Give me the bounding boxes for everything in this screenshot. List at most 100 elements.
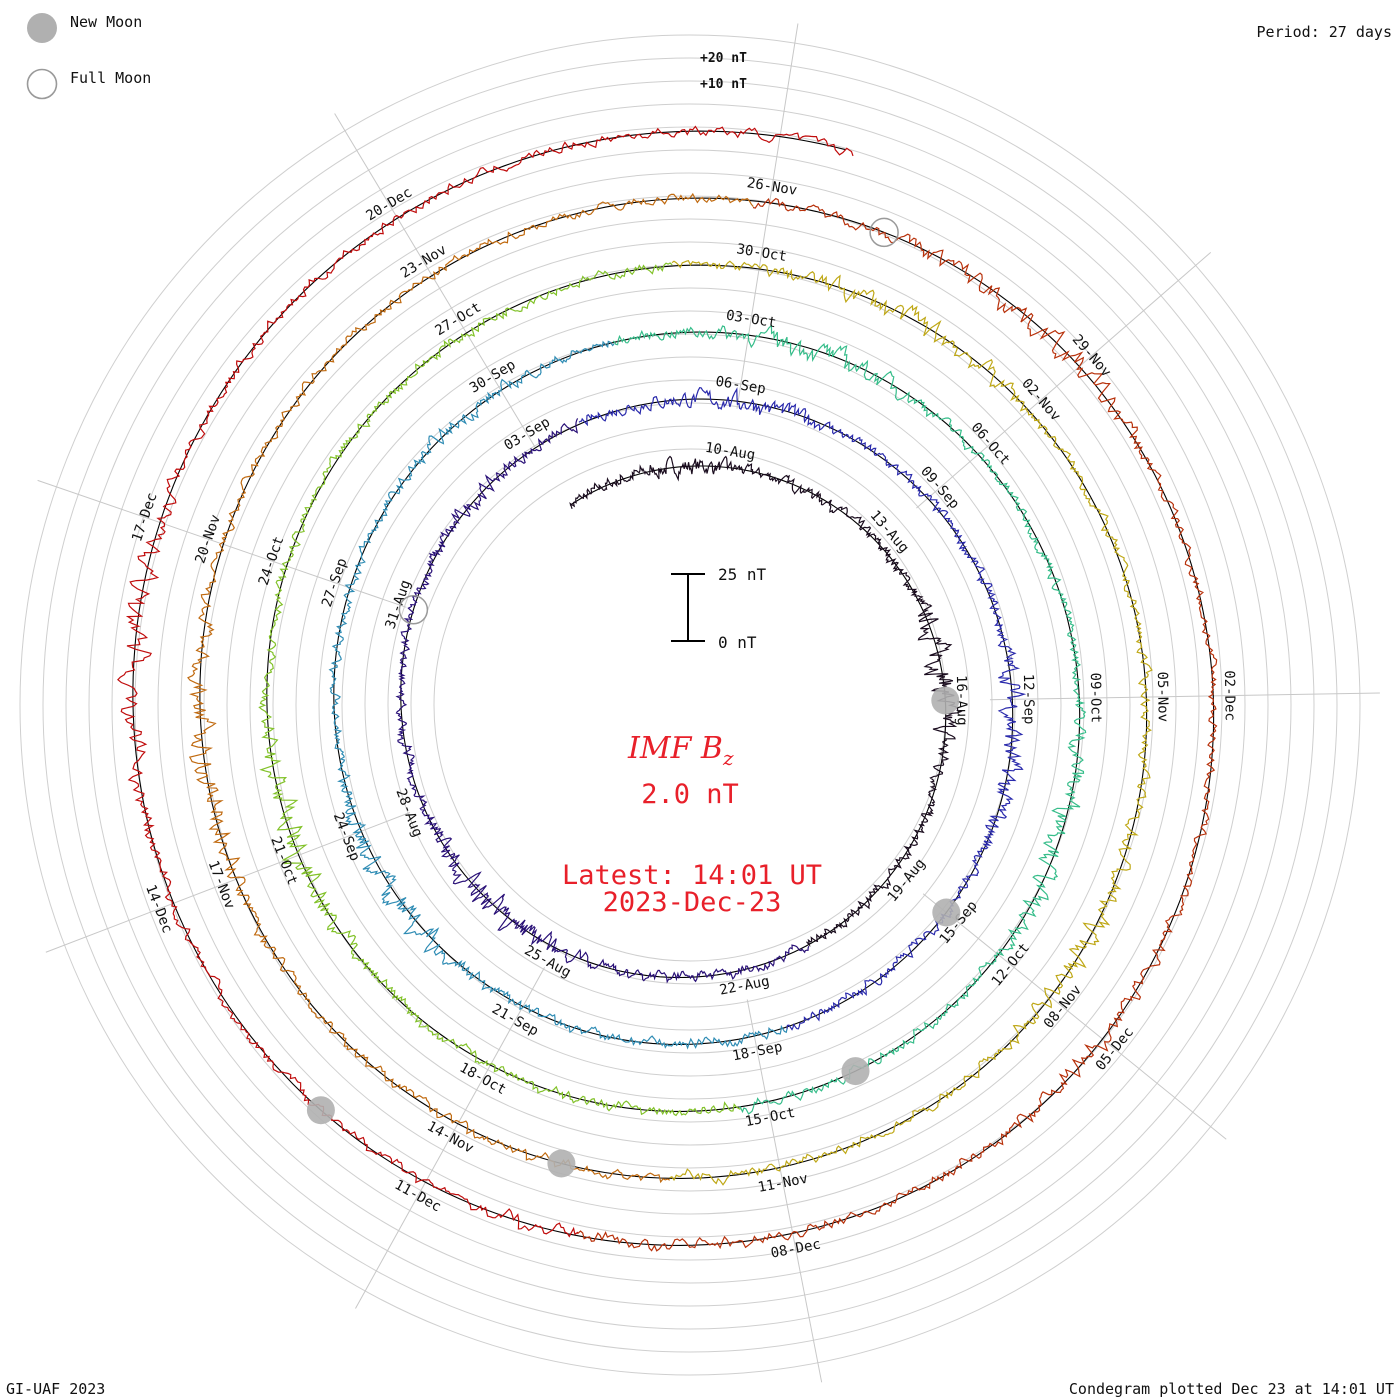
grid-circle xyxy=(88,103,1292,1307)
grid-circle xyxy=(111,126,1269,1284)
grid-circle xyxy=(203,218,1177,1192)
credit-label: GI-UAF 2023 xyxy=(6,1380,105,1398)
date-label: 13-Aug xyxy=(867,508,912,557)
scale-top-label: 25 nT xyxy=(718,565,767,584)
current-value: 2.0 nT xyxy=(641,779,739,810)
full-moon-marker xyxy=(869,217,899,248)
period-spoke xyxy=(746,999,823,1383)
new-moon-marker xyxy=(547,1149,576,1178)
date-label: 02-Dec xyxy=(1221,670,1238,721)
new-moon-marker xyxy=(931,686,960,715)
full-moon-marker xyxy=(398,595,429,625)
period-spoke xyxy=(736,23,799,409)
new-moon-marker xyxy=(932,898,961,927)
date-label: 05-Dec xyxy=(1093,1024,1137,1073)
plotted-label: Condegram plotted Dec 23 at 14:01 UT xyxy=(1069,1380,1394,1398)
new-moon-icon xyxy=(27,13,57,43)
date-label: 03-Oct xyxy=(725,308,777,332)
bz-series-line xyxy=(395,418,810,984)
zero-baseline-spiral xyxy=(132,130,1215,1246)
date-label: 17-Nov xyxy=(205,858,238,911)
period-spokes xyxy=(37,23,1380,1383)
new-moon-marker xyxy=(306,1096,335,1125)
latest-time: Latest: 14:01 UT xyxy=(562,860,822,891)
date-label: 18-Oct xyxy=(457,1060,509,1099)
date-label: 20-Dec xyxy=(363,185,415,225)
grid-circle xyxy=(65,80,1315,1330)
bz-series-line xyxy=(577,197,1218,1252)
bz-series-line xyxy=(187,192,754,1184)
bz-series-line xyxy=(258,262,741,1117)
bz-series-line xyxy=(569,455,963,947)
new-moon-marker xyxy=(841,1057,870,1086)
date-label: 16-Aug xyxy=(953,675,970,726)
date-label: 11-Nov xyxy=(757,1171,810,1196)
grid-circle xyxy=(226,241,1154,1169)
date-label: 14-Nov xyxy=(424,1118,476,1157)
date-label: 21-Oct xyxy=(267,834,300,887)
ref-label-20nt: +20 nT xyxy=(700,51,747,66)
grid-circle xyxy=(341,356,1039,1054)
legend-full-moon: Full Moon xyxy=(70,69,151,87)
period-spoke xyxy=(922,893,1227,1140)
date-label: 12-Oct xyxy=(989,940,1033,989)
bz-data-series xyxy=(117,125,1218,1252)
date-label: 30-Oct xyxy=(735,241,787,265)
bz-series-line xyxy=(578,387,1027,1031)
grid-circle xyxy=(134,149,1246,1261)
period-spoke xyxy=(916,251,1212,509)
grid-circle xyxy=(318,333,1062,1077)
grid-circle xyxy=(157,172,1223,1238)
bz-series-line xyxy=(117,125,854,1238)
date-label: 23-Nov xyxy=(398,242,450,282)
full-moon-icon xyxy=(26,68,58,100)
grid-circle xyxy=(19,34,1361,1376)
date-label: 21-Sep xyxy=(489,1001,541,1040)
grid-circle xyxy=(249,264,1131,1146)
date-label: 08-Nov xyxy=(1041,982,1085,1031)
date-label: 05-Nov xyxy=(1154,671,1171,722)
period-spoke xyxy=(37,479,407,608)
grid-circle xyxy=(272,287,1108,1123)
date-label: 12-Sep xyxy=(1020,674,1037,725)
date-label: 08-Dec xyxy=(769,1236,822,1261)
date-label: 27-Oct xyxy=(432,299,484,339)
date-label: 09-Sep xyxy=(917,464,962,513)
date-label: 06-Sep xyxy=(714,374,766,398)
grid-circle xyxy=(410,425,970,985)
date-label: 26-Nov xyxy=(746,175,798,199)
period-spoke xyxy=(355,967,545,1309)
date-label: 10-Aug xyxy=(704,440,756,464)
grid-circle xyxy=(387,402,993,1008)
grid-circle xyxy=(295,310,1085,1100)
date-label: 28-Aug xyxy=(392,786,425,839)
period-spoke xyxy=(45,812,411,953)
chart-title: IMF Bz xyxy=(627,731,734,770)
period-label: Period: 27 days xyxy=(1257,23,1392,41)
title-main: IMF B xyxy=(627,731,723,766)
date-label: 09-Oct xyxy=(1087,672,1104,723)
bz-series-line xyxy=(669,260,1153,1186)
date-label: 11-Dec xyxy=(392,1177,444,1216)
grid-circle xyxy=(364,379,1016,1031)
scale-bar xyxy=(671,573,705,642)
date-label: 15-Oct xyxy=(744,1105,797,1130)
period-spoke xyxy=(334,113,536,449)
legend-new-moon: New Moon xyxy=(70,13,142,31)
date-label: 22-Aug xyxy=(718,973,771,998)
bz-series-line xyxy=(612,324,1087,1115)
moon-markers xyxy=(306,217,961,1178)
ref-label-10nt: +10 nT xyxy=(700,77,747,92)
bz-series-line xyxy=(328,340,788,1050)
date-label: 06-Oct xyxy=(968,420,1013,469)
date-label: 02-Nov xyxy=(1018,376,1063,425)
grid-circle xyxy=(180,195,1200,1215)
date-label: 14-Dec xyxy=(142,883,175,936)
date-label: 03-Sep xyxy=(501,414,553,454)
scale-bottom-label: 0 nT xyxy=(718,633,757,652)
latest-date: 2023-Dec-23 xyxy=(603,887,782,918)
title-subscript: z xyxy=(722,746,734,770)
grid-circle xyxy=(42,57,1338,1353)
period-spoke xyxy=(989,692,1380,701)
